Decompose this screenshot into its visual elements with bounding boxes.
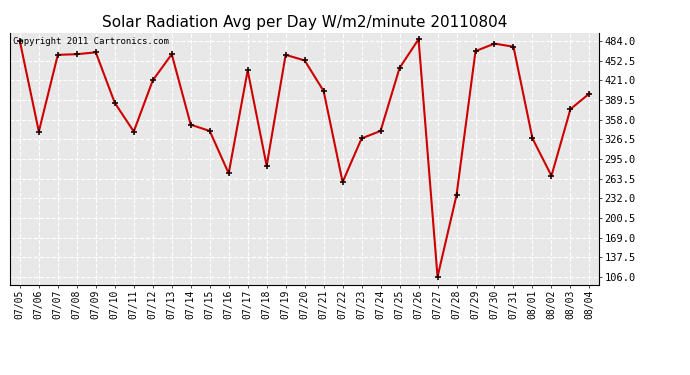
Text: Copyright 2011 Cartronics.com: Copyright 2011 Cartronics.com [13, 37, 169, 46]
Title: Solar Radiation Avg per Day W/m2/minute 20110804: Solar Radiation Avg per Day W/m2/minute … [102, 15, 507, 30]
